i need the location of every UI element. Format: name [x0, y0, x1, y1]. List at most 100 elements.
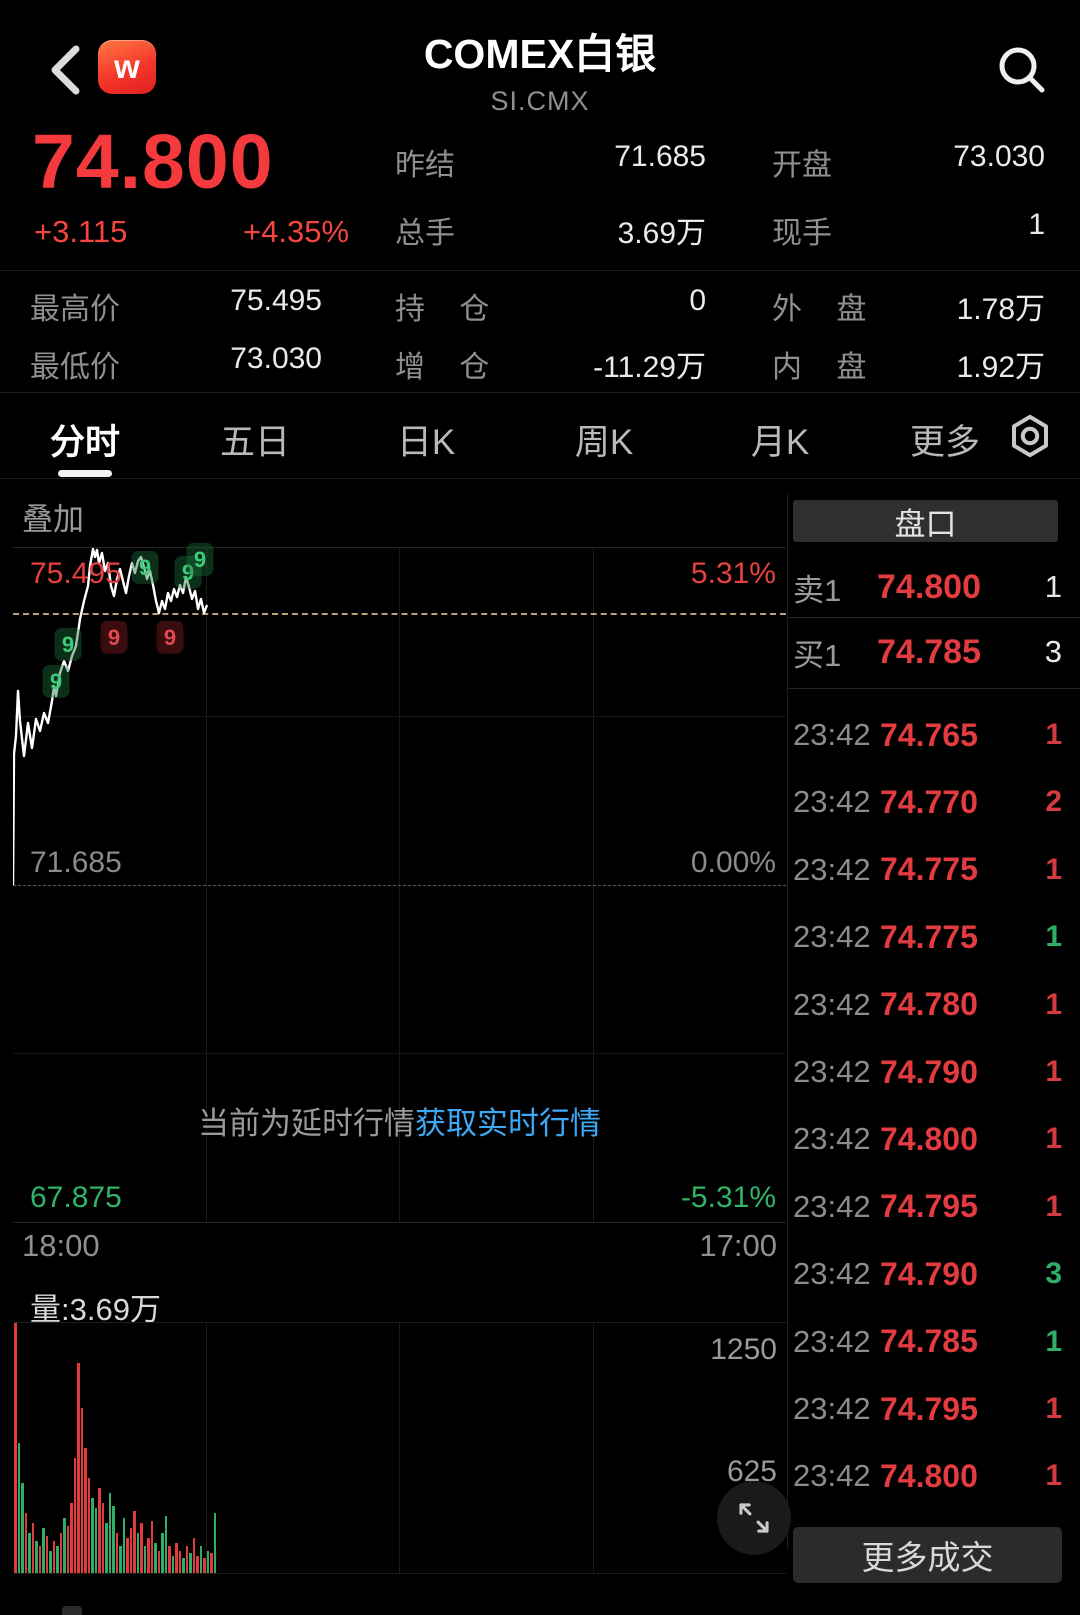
- tab-周K[interactable]: 周K: [574, 423, 634, 462]
- volume-bar: [91, 1498, 94, 1573]
- volume-bar: [24, 1513, 27, 1573]
- expand-chart-button[interactable]: [717, 1481, 791, 1555]
- trade-time: 23:42: [793, 1121, 871, 1157]
- gridline: [593, 1323, 594, 1573]
- trade-row[interactable]: 23:42 74.775 1: [793, 850, 1062, 890]
- volume-bar: [196, 1555, 199, 1573]
- volume-scale-1: 1250: [710, 1333, 777, 1366]
- volume-bar: [140, 1523, 143, 1573]
- volume-bar: [73, 1458, 76, 1573]
- trade-row[interactable]: 23:42 74.790 3: [793, 1254, 1062, 1294]
- volume-bar: [168, 1545, 171, 1573]
- gridline: [399, 1323, 400, 1573]
- trade-row[interactable]: 23:42 74.785 1: [793, 1322, 1062, 1362]
- trade-row[interactable]: 23:42 74.765 1: [793, 715, 1062, 755]
- trade-time: 23:42: [793, 919, 871, 955]
- volume-chart[interactable]: 1250 625: [13, 1322, 786, 1574]
- volume-bar: [150, 1520, 153, 1573]
- volume-bar: [157, 1550, 160, 1573]
- volume-bar: [210, 1553, 213, 1573]
- trade-row[interactable]: 23:42 74.800 1: [793, 1119, 1062, 1159]
- stat-label: 增 仓: [395, 351, 490, 384]
- price-change: +3.115: [34, 214, 128, 249]
- volume-bar: [42, 1528, 45, 1573]
- trade-row[interactable]: 23:42 74.790 1: [793, 1052, 1062, 1092]
- stat-label: 昨结: [395, 149, 455, 182]
- tab-月K[interactable]: 月K: [750, 423, 810, 462]
- gridline: [13, 1053, 786, 1054]
- more-trades-button[interactable]: 更多成交: [793, 1527, 1062, 1583]
- last-price-line: [13, 613, 786, 615]
- app-logo-icon[interactable]: w: [98, 40, 156, 94]
- divider: [787, 617, 1080, 618]
- trade-time: 23:42: [793, 1458, 871, 1494]
- realtime-quote-link[interactable]: 获取实时行情: [415, 1106, 601, 1141]
- trade-row[interactable]: 23:42 74.770 2: [793, 782, 1062, 822]
- trade-price: 74.800: [880, 1457, 978, 1494]
- expand-arrows-icon: [739, 1503, 769, 1533]
- order-flow-badge: 9: [186, 542, 214, 576]
- stat-label: 总手: [395, 217, 455, 250]
- volume-bar: [56, 1545, 59, 1573]
- ask-label: 卖1: [793, 572, 842, 608]
- tab-日K[interactable]: 日K: [396, 423, 456, 462]
- trade-row[interactable]: 23:42 74.775 1: [793, 917, 1062, 957]
- volume-bar: [80, 1408, 83, 1573]
- volume-bar: [87, 1478, 90, 1573]
- trade-time: 23:42: [793, 1323, 871, 1359]
- volume-bar: [21, 1483, 24, 1573]
- stat-value: 1.92万: [956, 351, 1045, 384]
- search-icon[interactable]: [994, 42, 1048, 96]
- tab-五日[interactable]: 五日: [219, 423, 291, 462]
- volume-bar: [35, 1540, 38, 1573]
- volume-bar: [94, 1508, 97, 1573]
- trade-qty: 1: [1045, 852, 1062, 886]
- gridline: [206, 1323, 207, 1573]
- back-icon[interactable]: [48, 44, 82, 96]
- trade-qty: 1: [1045, 1459, 1062, 1493]
- overlay-toggle[interactable]: 叠加: [22, 502, 84, 537]
- volume-bars: [14, 1323, 216, 1573]
- axis-max-price: 75.495: [30, 557, 122, 590]
- volume-bar: [31, 1523, 34, 1573]
- volume-bar: [199, 1545, 202, 1573]
- stat-label: 持 仓: [395, 293, 490, 326]
- trade-row[interactable]: 23:42 74.795 1: [793, 1187, 1062, 1227]
- symbol-code: SI.CMX: [490, 86, 590, 116]
- trade-qty: 1: [1045, 1324, 1062, 1358]
- volume-bar: [136, 1533, 139, 1573]
- volume-bar: [49, 1550, 52, 1573]
- trade-price: 74.780: [880, 986, 978, 1023]
- bid-qty: 3: [1044, 634, 1062, 669]
- bid-row[interactable]: 买1 74.785 3: [793, 630, 1062, 674]
- trade-qty: 1: [1045, 1122, 1062, 1156]
- volume-bar: [77, 1363, 80, 1573]
- volume-bar: [112, 1505, 115, 1573]
- order-book-header[interactable]: 盘口: [793, 500, 1058, 542]
- trade-time: 23:42: [793, 1188, 871, 1224]
- divider: [0, 478, 1080, 479]
- tab-分时[interactable]: 分时: [49, 423, 121, 462]
- stat-value: 1.78万: [956, 293, 1045, 326]
- trade-row[interactable]: 23:42 74.795 1: [793, 1389, 1062, 1429]
- volume-bar: [108, 1493, 111, 1573]
- volume-bar: [133, 1510, 136, 1573]
- order-flow-badge: 9: [131, 550, 159, 584]
- trade-time: 23:42: [793, 1391, 871, 1426]
- time-axis-start: 18:00: [22, 1228, 100, 1263]
- delay-text: 当前为延时行情: [198, 1106, 415, 1141]
- stat-label: 最低价: [30, 351, 120, 384]
- order-flow-badge: 9: [54, 627, 82, 661]
- trade-row[interactable]: 23:42 74.780 1: [793, 985, 1062, 1025]
- ask-row[interactable]: 卖1 74.800 1: [793, 565, 1062, 609]
- delayed-quote-notice: 当前为延时行情获取实时行情: [13, 1098, 786, 1143]
- volume-bar: [52, 1540, 55, 1573]
- last-price: 74.800: [32, 119, 274, 205]
- tab-更多[interactable]: 更多: [909, 423, 981, 462]
- volume-label: 量:3.69万: [30, 1292, 161, 1327]
- prev-close-line: [13, 885, 786, 886]
- settings-gear-icon[interactable]: [1006, 412, 1054, 460]
- trade-price: 74.790: [880, 1255, 978, 1292]
- trade-row[interactable]: 23:42 74.800 1: [793, 1456, 1062, 1496]
